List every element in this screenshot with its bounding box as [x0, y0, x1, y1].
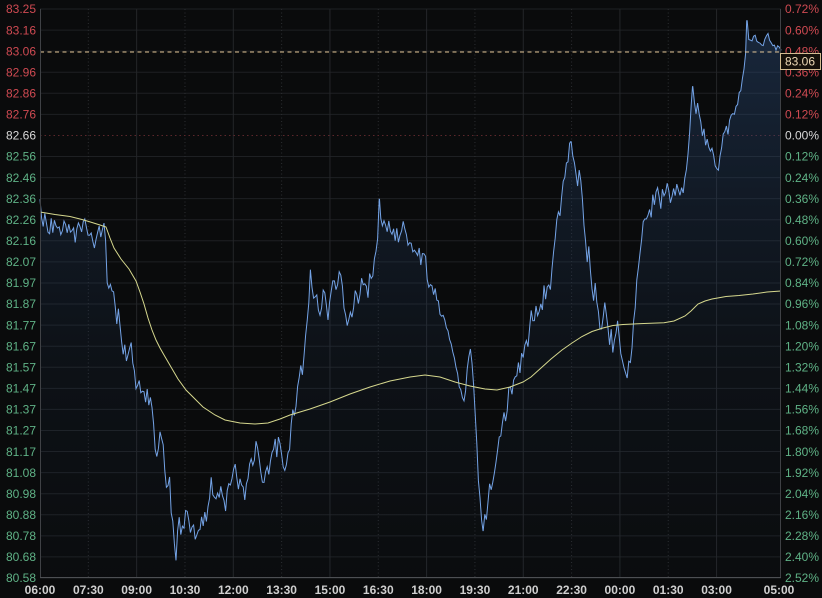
svg-text:2.52%: 2.52% — [785, 571, 819, 585]
svg-text:81.08: 81.08 — [6, 466, 36, 480]
svg-text:1.92%: 1.92% — [785, 466, 819, 480]
svg-text:83.25: 83.25 — [6, 2, 36, 16]
svg-text:2.40%: 2.40% — [785, 550, 819, 564]
svg-text:81.97: 81.97 — [6, 276, 36, 290]
svg-text:07:30: 07:30 — [73, 583, 104, 597]
svg-text:05:00: 05:00 — [764, 583, 795, 597]
svg-text:06:00: 06:00 — [25, 583, 56, 597]
svg-text:21:00: 21:00 — [508, 583, 539, 597]
svg-text:18:00: 18:00 — [411, 583, 442, 597]
svg-text:22:30: 22:30 — [556, 583, 587, 597]
svg-text:81.67: 81.67 — [6, 339, 36, 353]
svg-text:0.36%: 0.36% — [785, 192, 819, 206]
svg-text:0.12%: 0.12% — [785, 108, 819, 122]
svg-text:1.68%: 1.68% — [785, 424, 819, 438]
svg-text:80.58: 80.58 — [6, 571, 36, 585]
svg-text:81.17: 81.17 — [6, 445, 36, 459]
svg-text:80.78: 80.78 — [6, 529, 36, 543]
svg-text:83.06: 83.06 — [6, 44, 36, 58]
svg-text:13:30: 13:30 — [266, 583, 297, 597]
svg-text:81.57: 81.57 — [6, 360, 36, 374]
svg-text:0.72%: 0.72% — [785, 2, 819, 16]
svg-text:82.26: 82.26 — [6, 213, 36, 227]
svg-text:82.16: 82.16 — [6, 234, 36, 248]
svg-text:81.27: 81.27 — [6, 424, 36, 438]
svg-text:16:30: 16:30 — [363, 583, 394, 597]
svg-text:0.00%: 0.00% — [785, 129, 819, 143]
svg-text:12:00: 12:00 — [218, 583, 249, 597]
svg-text:0.60%: 0.60% — [785, 234, 819, 248]
svg-text:81.37: 81.37 — [6, 403, 36, 417]
svg-text:0.72%: 0.72% — [785, 255, 819, 269]
svg-text:09:00: 09:00 — [121, 583, 152, 597]
svg-text:10:30: 10:30 — [170, 583, 201, 597]
svg-text:1.56%: 1.56% — [785, 403, 819, 417]
svg-text:0.84%: 0.84% — [785, 276, 819, 290]
svg-text:82.07: 82.07 — [6, 255, 36, 269]
svg-text:80.68: 80.68 — [6, 550, 36, 564]
svg-text:83.06: 83.06 — [785, 55, 815, 69]
svg-text:2.28%: 2.28% — [785, 529, 819, 543]
svg-text:0.12%: 0.12% — [785, 150, 819, 164]
svg-text:81.77: 81.77 — [6, 318, 36, 332]
svg-text:0.48%: 0.48% — [785, 213, 819, 227]
svg-text:82.86: 82.86 — [6, 87, 36, 101]
svg-text:2.16%: 2.16% — [785, 508, 819, 522]
svg-text:80.88: 80.88 — [6, 508, 36, 522]
svg-text:0.24%: 0.24% — [785, 87, 819, 101]
svg-text:15:00: 15:00 — [315, 583, 346, 597]
svg-text:80.98: 80.98 — [6, 487, 36, 501]
svg-text:81.87: 81.87 — [6, 297, 36, 311]
svg-text:83.16: 83.16 — [6, 23, 36, 37]
svg-text:82.46: 82.46 — [6, 171, 36, 185]
svg-text:0.60%: 0.60% — [785, 23, 819, 37]
svg-text:1.32%: 1.32% — [785, 360, 819, 374]
svg-text:01:30: 01:30 — [653, 583, 684, 597]
svg-text:1.08%: 1.08% — [785, 318, 819, 332]
svg-text:2.04%: 2.04% — [785, 487, 819, 501]
svg-text:82.96: 82.96 — [6, 65, 36, 79]
svg-text:03:00: 03:00 — [701, 583, 732, 597]
svg-text:81.47: 81.47 — [6, 382, 36, 396]
svg-text:82.66: 82.66 — [6, 129, 36, 143]
svg-text:00:00: 00:00 — [605, 583, 636, 597]
svg-text:1.20%: 1.20% — [785, 339, 819, 353]
svg-text:0.96%: 0.96% — [785, 297, 819, 311]
svg-text:82.76: 82.76 — [6, 108, 36, 122]
svg-text:1.80%: 1.80% — [785, 445, 819, 459]
svg-text:82.56: 82.56 — [6, 150, 36, 164]
svg-text:82.36: 82.36 — [6, 192, 36, 206]
svg-text:0.24%: 0.24% — [785, 171, 819, 185]
svg-text:1.44%: 1.44% — [785, 382, 819, 396]
svg-text:19:30: 19:30 — [460, 583, 491, 597]
